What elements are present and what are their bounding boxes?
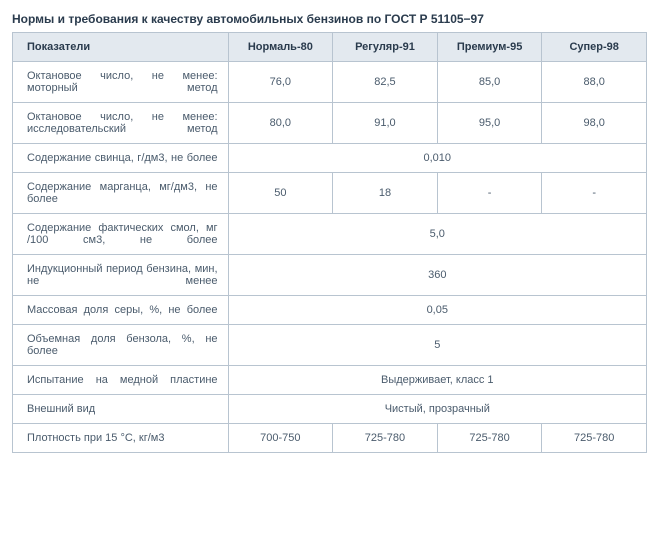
col-header-4: Супер-98	[542, 33, 647, 62]
col-header-2: Регуляр-91	[333, 33, 438, 62]
cell-value: 50	[228, 173, 333, 214]
table-row: Внешний вид Чистый, прозрачный	[13, 395, 647, 424]
row-label: Содержание свинца, г/дм3, не более	[13, 144, 229, 173]
cell-value: 76,0	[228, 62, 333, 103]
col-header-3: Премиум-95	[437, 33, 542, 62]
cell-value-merged: 5	[228, 325, 646, 366]
table-row: Объемная доля бензола, %, не более 5	[13, 325, 647, 366]
cell-value: 725-780	[437, 424, 542, 453]
cell-value-merged: 360	[228, 255, 646, 296]
row-label: Массовая доля серы, %, не более	[13, 296, 229, 325]
table-header-row: Показатели Нормаль-80 Регуляр-91 Премиум…	[13, 33, 647, 62]
cell-value: 91,0	[333, 103, 438, 144]
table-row: Октановое число, не менее: моторный мето…	[13, 62, 647, 103]
cell-value: 82,5	[333, 62, 438, 103]
col-header-1: Нормаль-80	[228, 33, 333, 62]
row-label: Плотность при 15 °С, кг/м3	[13, 424, 229, 453]
row-label: Октановое число, не менее: моторный мето…	[13, 62, 229, 103]
cell-value: 80,0	[228, 103, 333, 144]
cell-value: 98,0	[542, 103, 647, 144]
row-label: Индукционный период бензина, мин, не мен…	[13, 255, 229, 296]
table-row: Содержание свинца, г/дм3, не более 0,010	[13, 144, 647, 173]
cell-value-merged: 5,0	[228, 214, 646, 255]
table-row: Массовая доля серы, %, не более 0,05	[13, 296, 647, 325]
cell-value-merged: Выдерживает, класс 1	[228, 366, 646, 395]
table-row: Содержание фактических смол, мг /100 см3…	[13, 214, 647, 255]
cell-value: 700-750	[228, 424, 333, 453]
cell-value: 725-780	[333, 424, 438, 453]
row-label: Содержание марганца, мг/дм3, не более	[13, 173, 229, 214]
gasoline-standards-table: Показатели Нормаль-80 Регуляр-91 Премиум…	[12, 32, 647, 453]
cell-value: 725-780	[542, 424, 647, 453]
table-row: Плотность при 15 °С, кг/м3 700-750 725-7…	[13, 424, 647, 453]
row-label: Внешний вид	[13, 395, 229, 424]
table-row: Октановое число, не менее: исследователь…	[13, 103, 647, 144]
cell-value: -	[437, 173, 542, 214]
table-title: Нормы и требования к качеству автомобиль…	[12, 12, 647, 26]
cell-value-merged: Чистый, прозрачный	[228, 395, 646, 424]
row-label: Объемная доля бензола, %, не более	[13, 325, 229, 366]
row-label: Октановое число, не менее: исследователь…	[13, 103, 229, 144]
row-label: Испытание на медной пластине	[13, 366, 229, 395]
col-header-param: Показатели	[13, 33, 229, 62]
cell-value: 85,0	[437, 62, 542, 103]
table-row: Испытание на медной пластине Выдерживает…	[13, 366, 647, 395]
table-row: Индукционный период бензина, мин, не мен…	[13, 255, 647, 296]
cell-value: 95,0	[437, 103, 542, 144]
table-row: Содержание марганца, мг/дм3, не более 50…	[13, 173, 647, 214]
cell-value: 88,0	[542, 62, 647, 103]
row-label: Содержание фактических смол, мг /100 см3…	[13, 214, 229, 255]
cell-value: 18	[333, 173, 438, 214]
cell-value: -	[542, 173, 647, 214]
cell-value-merged: 0,05	[228, 296, 646, 325]
cell-value-merged: 0,010	[228, 144, 646, 173]
